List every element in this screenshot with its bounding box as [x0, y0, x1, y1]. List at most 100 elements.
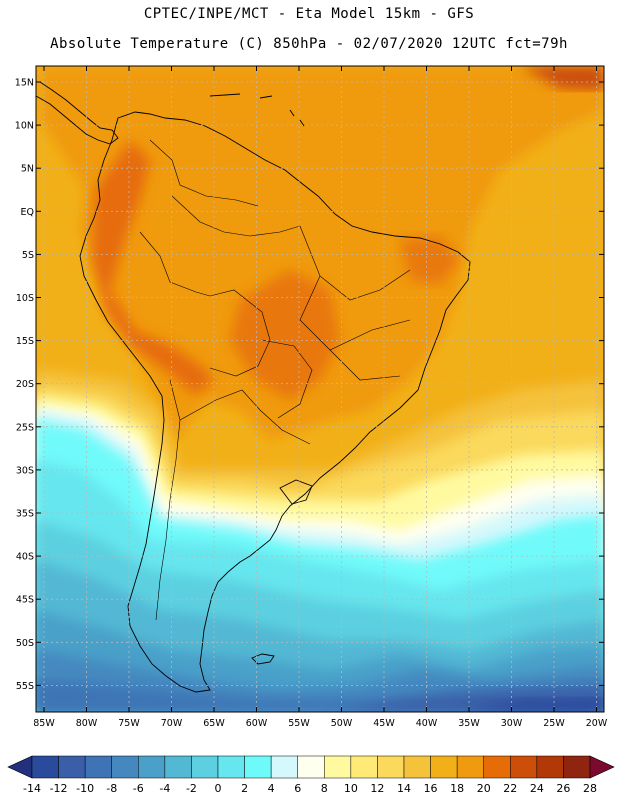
south-america-coastline	[79, 111, 471, 693]
colorbar-label: 22	[503, 782, 517, 795]
colorbar-label: 24	[530, 782, 544, 795]
colorbar-segment	[510, 755, 538, 779]
colorbar-label: -14	[23, 782, 41, 795]
longitude-labels: 85W 80W 75W 70W 65W 60W 55W 50W 45W 40W 35W 30W 25W 2…	[33, 718, 608, 729]
latitude-label: 45S	[16, 595, 34, 606]
latitude-label: 15S	[16, 336, 34, 347]
longitude-label: 40W	[416, 718, 438, 729]
border-peru-brazil	[139, 231, 211, 297]
longitude-label: 60W	[246, 718, 268, 729]
title-line-1: CPTEC/INPE/MCT - Eta Model 15km - GFS	[143, 6, 475, 22]
latitude-label: 55S	[16, 681, 34, 692]
central-america-coastline	[36, 81, 119, 145]
longitude-label: 30W	[501, 718, 523, 729]
border-argentina-north	[179, 389, 311, 445]
colorbar-segment	[324, 755, 352, 779]
latitude-labels: 15N 10N 5N EQ 5S 10S 15S 20S 25S 30S 35S 40S 45S 50S 5…	[15, 78, 34, 692]
axis-ticks	[36, 66, 604, 712]
colorbar-segment	[244, 755, 272, 779]
latitude-label: 40S	[16, 552, 34, 563]
longitude-label: 80W	[76, 718, 98, 729]
latitude-label: 30S	[16, 465, 34, 476]
colorbar-segment	[430, 755, 458, 779]
colorbar-label: 28	[583, 782, 597, 795]
colorbar-under-arrow	[7, 755, 33, 779]
colorbar-label: 4	[268, 782, 275, 795]
colorbar-label: 8	[321, 782, 328, 795]
border-brazil-states	[299, 225, 411, 381]
colorbar-segment	[483, 755, 511, 779]
longitude-label: 75W	[118, 718, 140, 729]
falklands	[251, 653, 275, 665]
colorbar-segment	[217, 755, 245, 779]
colorbar-segment	[536, 755, 564, 779]
colorbar-segment	[377, 755, 405, 779]
colorbar-segment	[31, 755, 59, 779]
colorbar-label: -12	[50, 782, 68, 795]
longitude-label: 70W	[161, 718, 183, 729]
border-colombia-venezuela	[149, 139, 259, 207]
colorbar-label: 2	[241, 782, 248, 795]
colorbar-over-arrow	[589, 755, 615, 779]
longitude-label: 65W	[203, 718, 225, 729]
latitude-label: 10N	[15, 121, 34, 132]
longitude-label: 25W	[543, 718, 565, 729]
colorbar	[7, 755, 615, 779]
latitude-label: EQ	[21, 207, 34, 218]
latitude-label: 25S	[16, 422, 34, 433]
colorbar-labels: -14 -12 -10 -8 -6 -4 -2 0 2 4 6 8 10 12 14 16 18 20 22 24 26…	[23, 782, 597, 795]
colorbar-label: 14	[397, 782, 411, 795]
colorbar-label: -6	[133, 782, 144, 795]
field-band-18c	[40, 66, 604, 440]
latitude-label: 15N	[15, 78, 34, 89]
latitude-label: 20S	[16, 379, 34, 390]
colorbar-segment	[58, 755, 86, 779]
colorbar-label: 12	[370, 782, 384, 795]
border-brazil-north	[171, 195, 301, 237]
colorbar-label: -2	[186, 782, 197, 795]
colorbar-label: 20	[477, 782, 491, 795]
colorbar-segment	[297, 755, 325, 779]
field-band-m14c	[460, 698, 604, 712]
colorbar-label: 16	[424, 782, 438, 795]
border-brazil-paraguay	[261, 339, 313, 419]
colorbar-segment	[138, 755, 166, 779]
rio-de-la-plata	[279, 479, 313, 505]
colorbar-label: 18	[450, 782, 464, 795]
longitude-label: 85W	[33, 718, 55, 729]
plot-frame	[35, 65, 605, 713]
colorbar-label: 0	[215, 782, 222, 795]
field-band-20c-andes	[92, 140, 215, 395]
colorbar-label: -4	[159, 782, 170, 795]
latitude-label: 5N	[21, 164, 34, 175]
longitude-label: 45W	[373, 718, 395, 729]
longitude-label: 20W	[586, 718, 608, 729]
colorbar-label: -8	[106, 782, 117, 795]
latitude-label: 10S	[16, 293, 34, 304]
colorbar-segment	[164, 755, 192, 779]
longitude-label: 55W	[288, 718, 310, 729]
colorbar-segment	[403, 755, 431, 779]
longitude-label: 35W	[458, 718, 480, 729]
colorbar-segment	[270, 755, 298, 779]
colorbar-label: 6	[294, 782, 301, 795]
coastlines	[36, 81, 471, 693]
colorbar-segment	[111, 755, 139, 779]
colorbar-segment	[563, 755, 591, 779]
border-bolivia	[209, 289, 271, 377]
latitude-label: 5S	[22, 250, 34, 261]
colorbar-segment	[456, 755, 484, 779]
colorbar-label: 26	[556, 782, 570, 795]
country-borders	[139, 139, 411, 621]
colorbar-segment	[191, 755, 219, 779]
field-band-20c-northeast	[400, 235, 460, 285]
colorbar-segment	[350, 755, 378, 779]
longitude-label: 50W	[331, 718, 353, 729]
caribbean-islands	[209, 93, 305, 127]
title-line-2: Absolute Temperature (C) 850hPa - 02/07/…	[50, 36, 568, 52]
colorbar-label: 10	[344, 782, 358, 795]
field-band-20c-brazil	[230, 270, 340, 400]
colorbar-segment	[84, 755, 112, 779]
field-band-22c-northeast	[520, 66, 604, 90]
